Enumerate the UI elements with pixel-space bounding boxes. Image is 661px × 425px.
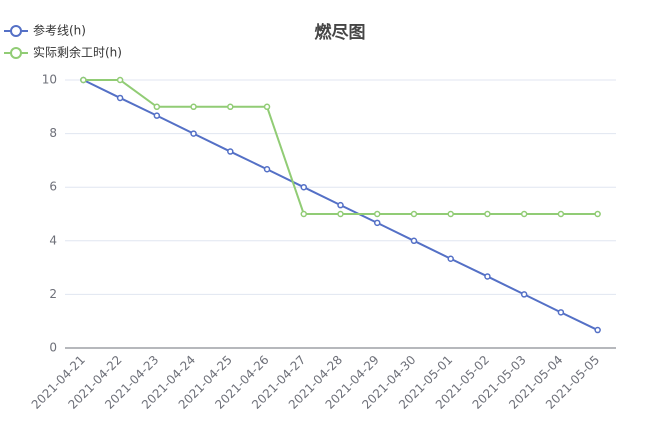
point bbox=[153, 112, 161, 119]
y-tick-label: 0 bbox=[49, 341, 57, 355]
point bbox=[410, 237, 418, 245]
point bbox=[190, 103, 197, 111]
series-line bbox=[83, 79, 598, 215]
point bbox=[447, 210, 454, 218]
y-tick-label: 10 bbox=[42, 73, 57, 87]
point bbox=[520, 210, 528, 218]
chart-title: 燃尽图 bbox=[315, 22, 366, 43]
legend-icon bbox=[10, 47, 22, 59]
point bbox=[373, 210, 381, 218]
point bbox=[116, 76, 124, 84]
point bbox=[190, 130, 197, 137]
point bbox=[447, 255, 454, 263]
y-tick-label: 6 bbox=[49, 180, 57, 194]
point bbox=[263, 103, 271, 111]
point bbox=[80, 76, 87, 84]
point bbox=[227, 148, 234, 155]
point bbox=[337, 210, 344, 218]
point bbox=[337, 201, 344, 209]
point bbox=[373, 219, 381, 227]
point bbox=[116, 94, 124, 102]
point bbox=[300, 183, 308, 191]
point bbox=[153, 103, 161, 111]
y-tick-label: 8 bbox=[49, 126, 57, 140]
y-tick-label: 4 bbox=[49, 233, 57, 247]
y-tick-label: 2 bbox=[49, 287, 57, 301]
point bbox=[557, 210, 565, 218]
legend-label: 实际剩余工时(h) bbox=[33, 45, 122, 60]
point bbox=[520, 291, 528, 298]
point bbox=[227, 103, 234, 111]
legend-label: 参考线(h) bbox=[33, 23, 86, 38]
point bbox=[594, 210, 601, 218]
point bbox=[557, 309, 565, 316]
point bbox=[410, 210, 418, 218]
legend-icon bbox=[10, 25, 22, 37]
point bbox=[300, 210, 308, 218]
point bbox=[484, 273, 491, 280]
point bbox=[263, 165, 271, 173]
point bbox=[484, 210, 491, 218]
point bbox=[594, 326, 601, 334]
